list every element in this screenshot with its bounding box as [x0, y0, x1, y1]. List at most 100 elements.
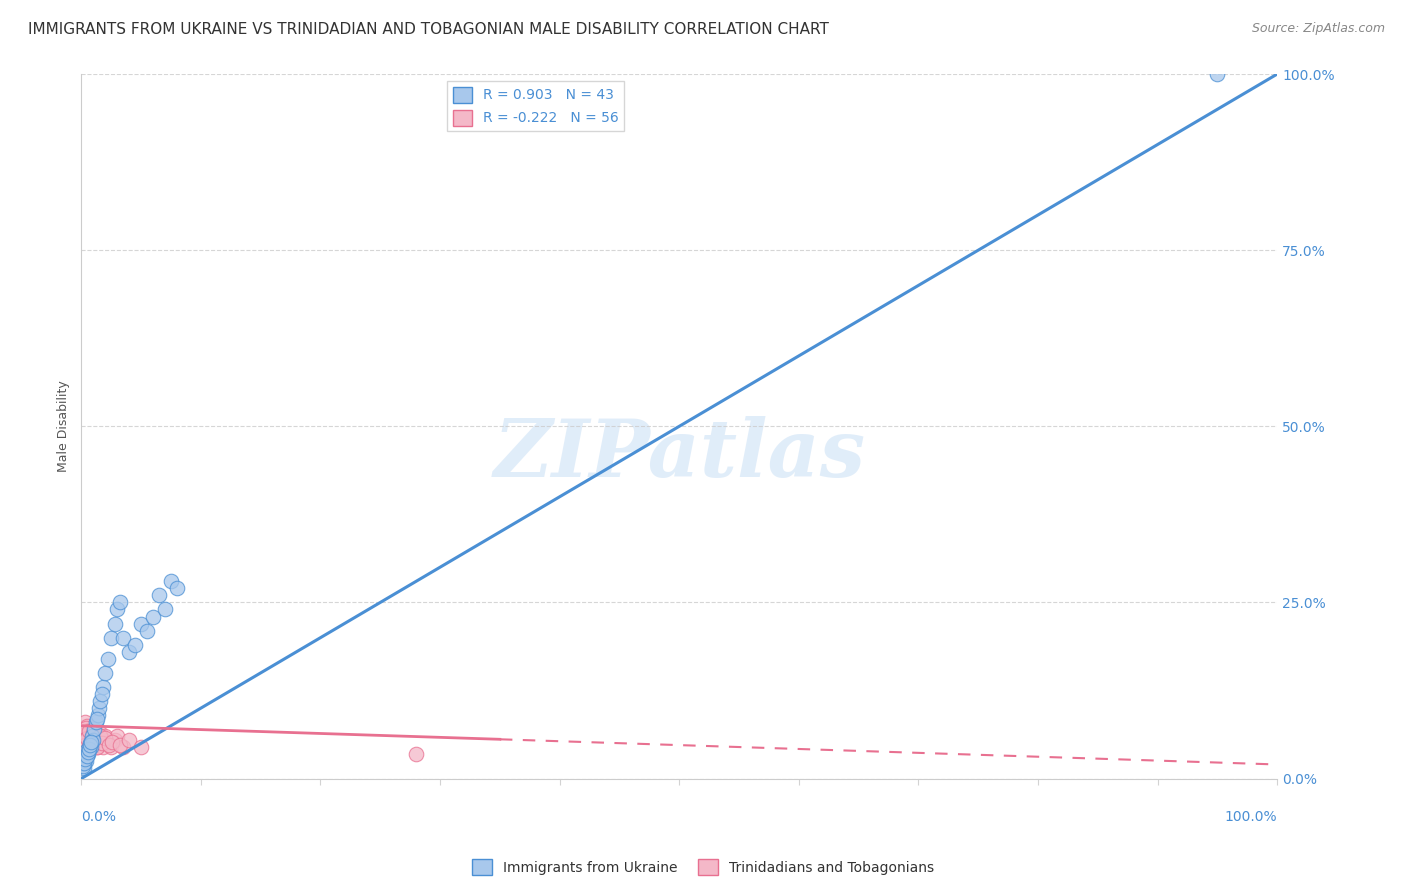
Point: [118, 645, 141, 659]
Point: [72, 759, 94, 773]
Point: [100, 631, 122, 645]
Point: [73, 750, 96, 764]
Y-axis label: Male Disability: Male Disability: [58, 380, 70, 472]
Point: [82, 729, 104, 743]
Point: [101, 735, 124, 749]
Point: [70, 736, 93, 750]
Point: [84, 732, 107, 747]
Point: [82, 725, 104, 739]
Point: [142, 609, 165, 624]
Point: [76, 743, 98, 757]
Point: [73, 732, 96, 747]
Text: ZIPatlas: ZIPatlas: [494, 416, 865, 493]
Point: [77, 742, 100, 756]
Text: 0.0%: 0.0%: [82, 810, 117, 824]
Point: [72, 729, 94, 743]
Point: [89, 729, 111, 743]
Point: [108, 595, 131, 609]
Point: [93, 731, 115, 745]
Point: [83, 723, 105, 737]
Point: [89, 736, 111, 750]
Point: [405, 747, 427, 761]
Point: [80, 739, 103, 754]
Point: [153, 602, 176, 616]
Point: [86, 712, 108, 726]
Point: [82, 732, 104, 747]
Point: [73, 756, 96, 770]
Point: [76, 731, 98, 745]
Point: [94, 729, 117, 743]
Point: [87, 708, 110, 723]
Point: [79, 723, 101, 738]
Point: [79, 736, 101, 750]
Point: [91, 680, 114, 694]
Text: IMMIGRANTS FROM UKRAINE VS TRINIDADIAN AND TOBAGONIAN MALE DISABILITY CORRELATIO: IMMIGRANTS FROM UKRAINE VS TRINIDADIAN A…: [28, 22, 830, 37]
Point: [105, 602, 128, 616]
Point: [79, 735, 101, 749]
Point: [79, 732, 101, 747]
Point: [112, 631, 135, 645]
Point: [83, 723, 105, 737]
Point: [90, 732, 112, 747]
Point: [72, 728, 94, 742]
Legend: Immigrants from Ukraine, Trinidadians and Tobagonians: Immigrants from Ukraine, Trinidadians an…: [467, 854, 939, 880]
Point: [87, 729, 110, 743]
Point: [72, 739, 94, 754]
Point: [80, 735, 103, 749]
Point: [76, 749, 98, 764]
Point: [76, 745, 98, 759]
Point: [80, 736, 103, 750]
Point: [160, 574, 183, 589]
Point: [76, 729, 98, 743]
Legend: R = 0.903   N = 43, R = -0.222   N = 56: R = 0.903 N = 43, R = -0.222 N = 56: [447, 81, 624, 131]
Point: [80, 723, 103, 737]
Point: [94, 665, 117, 680]
Point: [75, 736, 97, 750]
Point: [80, 729, 103, 743]
Point: [166, 582, 188, 596]
Point: [108, 738, 131, 752]
Point: [97, 738, 120, 752]
Point: [89, 694, 111, 708]
Point: [105, 729, 128, 743]
Point: [82, 739, 104, 754]
Point: [77, 736, 100, 750]
Point: [73, 761, 96, 775]
Point: [91, 736, 114, 750]
Point: [76, 743, 98, 757]
Point: [118, 732, 141, 747]
Point: [77, 739, 100, 754]
Point: [79, 725, 101, 739]
Point: [97, 652, 120, 666]
Point: [86, 739, 108, 754]
Point: [1206, 67, 1229, 81]
Point: [97, 736, 120, 750]
Point: [80, 729, 103, 743]
Point: [100, 739, 122, 754]
Point: [80, 738, 103, 752]
Point: [89, 725, 111, 739]
Point: [75, 754, 97, 768]
Point: [72, 757, 94, 772]
Point: [104, 616, 127, 631]
Point: [76, 719, 98, 733]
Text: Source: ZipAtlas.com: Source: ZipAtlas.com: [1251, 22, 1385, 36]
Point: [75, 725, 97, 739]
Point: [84, 732, 107, 747]
Point: [79, 738, 101, 752]
Point: [89, 701, 111, 715]
Point: [86, 739, 108, 754]
Point: [104, 732, 127, 747]
Point: [91, 739, 114, 754]
Point: [93, 732, 115, 747]
Point: [73, 738, 96, 752]
Point: [129, 739, 152, 754]
Point: [124, 638, 146, 652]
Point: [112, 739, 135, 754]
Point: [129, 616, 152, 631]
Point: [75, 752, 97, 766]
Point: [148, 588, 170, 602]
Point: [84, 715, 107, 730]
Point: [73, 723, 96, 737]
Point: [77, 747, 100, 761]
